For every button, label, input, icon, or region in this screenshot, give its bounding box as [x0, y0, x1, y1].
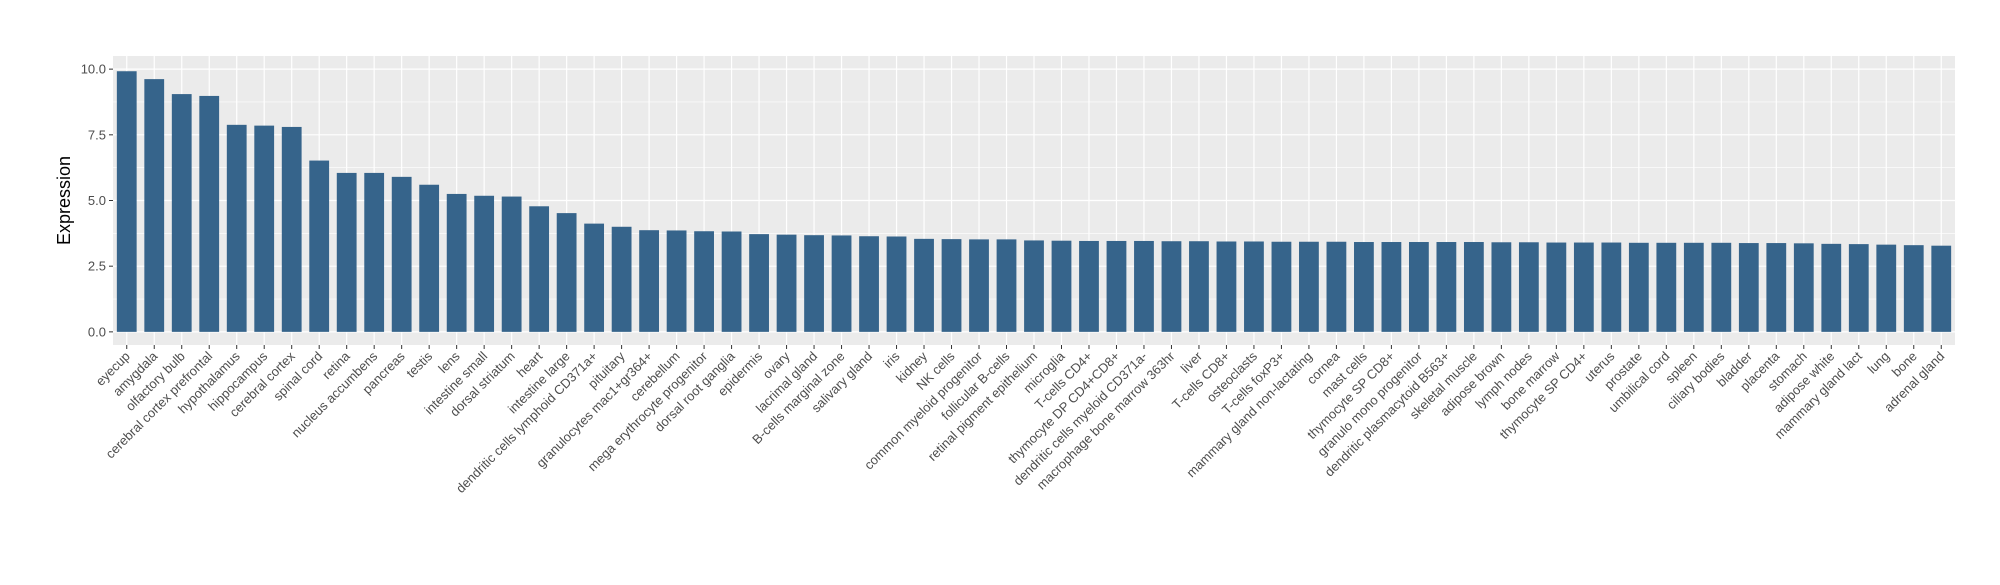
bar: [1244, 241, 1264, 332]
bar: [776, 234, 797, 332]
bars: [116, 71, 1952, 332]
y-tick-label: 5.0: [88, 193, 106, 208]
bar: [1656, 242, 1677, 332]
y-axis-ticks: 0.0 2.5 5.0 7.5 10.0: [81, 62, 113, 339]
bar: [199, 95, 220, 332]
bar: [501, 196, 522, 332]
bar: [804, 235, 824, 332]
bar: [336, 172, 357, 332]
bar: [254, 125, 275, 332]
bar: [1354, 242, 1374, 332]
bar: [1821, 243, 1842, 332]
bar: [1189, 241, 1209, 332]
bar: [1848, 244, 1869, 332]
bar: [1161, 241, 1182, 332]
y-tick-label: 10.0: [81, 62, 106, 77]
y-tick-label: 0.0: [88, 324, 106, 339]
bar: [226, 124, 247, 332]
bar: [1271, 241, 1292, 332]
bar: [1903, 245, 1924, 332]
bar: [859, 236, 879, 332]
bar: [309, 160, 330, 332]
bar: [1299, 241, 1319, 332]
bar: [694, 231, 714, 332]
bar: [446, 193, 467, 332]
bar: [171, 94, 192, 332]
bar: [1326, 241, 1347, 332]
bar: [941, 239, 962, 332]
bar: [1436, 242, 1457, 332]
bar: [1518, 242, 1539, 332]
bar: [1216, 241, 1237, 332]
bar: [419, 184, 440, 332]
bar: [1628, 242, 1649, 332]
bar: [1601, 242, 1622, 332]
bar: [1051, 240, 1072, 332]
y-axis-label: Expression: [54, 156, 74, 245]
bar: [529, 206, 550, 332]
bar: [116, 71, 137, 332]
x-tick-label: lung: [1864, 349, 1892, 377]
bar: [1134, 240, 1154, 332]
bar: [584, 223, 605, 332]
bar: [666, 230, 687, 332]
bar: [556, 213, 577, 332]
bar: [969, 239, 989, 332]
bar: [749, 234, 769, 332]
bar: [1738, 243, 1759, 332]
x-tick-label: testis: [403, 348, 435, 380]
bar: [1766, 243, 1787, 332]
y-tick-label: 2.5: [88, 259, 106, 274]
bar: [1408, 242, 1429, 332]
bar: [1573, 242, 1594, 332]
bar: [364, 172, 385, 332]
bar: [1793, 243, 1814, 332]
bar: [144, 79, 165, 332]
bar: [1683, 242, 1704, 332]
bar: [474, 195, 495, 332]
bar: [1876, 244, 1897, 332]
bar: [1079, 240, 1099, 332]
bar: [1931, 245, 1952, 332]
bar: [281, 126, 302, 332]
bar: [1106, 240, 1127, 332]
bar: [996, 239, 1017, 332]
bar: [1546, 242, 1567, 332]
bar: [914, 238, 934, 332]
bar: [1711, 242, 1732, 332]
bar: [639, 230, 660, 332]
bar: [611, 226, 632, 332]
bar: [831, 235, 852, 332]
bar: [391, 176, 412, 332]
bar: [1463, 242, 1484, 332]
bar: [886, 236, 907, 332]
bar: [721, 231, 742, 332]
bar: [1381, 242, 1402, 332]
bar: [1491, 242, 1512, 332]
y-tick-label: 7.5: [88, 127, 106, 142]
bar: [1024, 240, 1044, 332]
